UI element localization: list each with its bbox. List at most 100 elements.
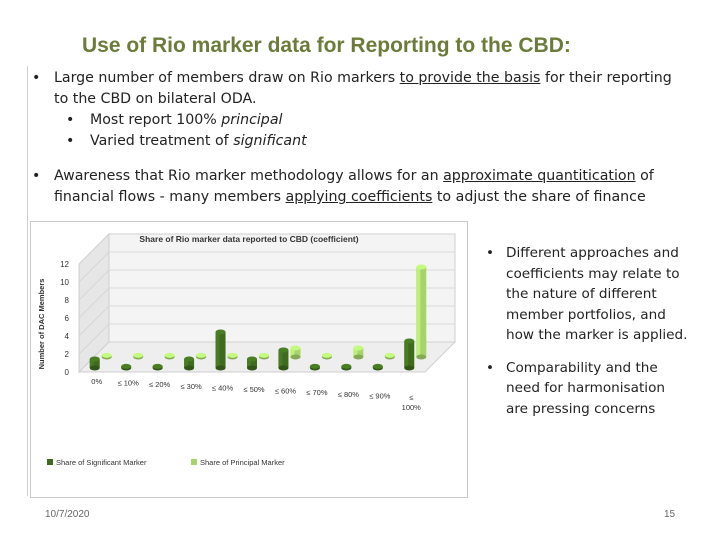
- chart-container: 0 2 4 6 8 10 12 Share of Rio marker data report…: [30, 221, 468, 498]
- bar-principal-highlight: [353, 348, 358, 357]
- bar-significant-base: [89, 365, 100, 371]
- bar-significant-highlight: [404, 341, 409, 368]
- bar-significant-body: [404, 341, 415, 368]
- legend-label-significant: Share of Significant Marker: [56, 458, 147, 467]
- sub-bullet-2-italic: significant: [233, 133, 307, 149]
- bar-significant-base: [247, 365, 257, 371]
- bar-principal-top: [164, 352, 175, 358]
- bar-principal-body: [416, 267, 427, 357]
- bar-chart: 0 2 4 6 8 10 12 Share of Rio marker data report…: [37, 232, 457, 467]
- gridline-side: [78, 305, 110, 337]
- side-bullets: • Different approaches and coefficients …: [486, 243, 691, 419]
- gridline-side: [78, 323, 110, 355]
- bar-principal-top: [227, 352, 238, 358]
- bar-significant-top: [372, 363, 383, 369]
- bar-significant-highlight: [278, 350, 283, 368]
- legend-swatch-principal: [191, 459, 197, 465]
- left-divider: [27, 66, 28, 496]
- gridline-side: [78, 269, 110, 301]
- bullet-dot: •: [486, 359, 495, 376]
- bullet-1-pre: Large number of members draw on Rio mark…: [54, 70, 400, 86]
- bar-principal-top: [101, 352, 112, 358]
- gridline-side: [78, 251, 110, 283]
- x-tick-label: ≤ 20%: [149, 380, 171, 389]
- sub-bullet-1-pre: Most report 100%: [90, 112, 222, 128]
- bar-principal-top: [384, 352, 395, 358]
- bar-principal-base: [353, 354, 364, 360]
- bullet-2-mid: of financial flows - many members: [54, 168, 654, 205]
- bar-significant-highlight: [215, 332, 220, 368]
- bullet-2-text: • Awareness that Rio marker methodology …: [32, 166, 682, 208]
- side-bullet-1-text: Different approaches and coefficients ma…: [506, 245, 688, 343]
- y-tick-label: 2: [65, 350, 70, 359]
- bar-principal-top: [196, 352, 207, 358]
- x-tick-label: ≤100%: [402, 393, 422, 412]
- bullet-dot: •: [66, 112, 75, 128]
- bar-significant-body: [89, 359, 100, 368]
- footer-date: 10/7/2020: [45, 509, 90, 520]
- side-bullet-1: • Different approaches and coefficients …: [486, 243, 691, 346]
- bar-principal-top: [133, 352, 144, 358]
- bar-significant-body: [278, 350, 289, 368]
- bar-principal-highlight: [290, 348, 295, 357]
- bar-significant-top: [278, 347, 289, 353]
- bullet-2: • Awareness that Rio marker methodology …: [32, 166, 682, 208]
- x-tick-label: ≤ 50%: [243, 385, 265, 394]
- bar-significant-top: [121, 363, 132, 369]
- bullet-2-underlined-1: approximate quantitication: [443, 168, 636, 184]
- page-number: 15: [664, 509, 676, 520]
- legend-swatch-significant: [47, 459, 53, 465]
- bar-significant-top: [184, 356, 195, 362]
- bullet-2-pre: Awareness that Rio marker methodology al…: [54, 168, 444, 184]
- side-bullet-2-text: Comparability and the need for harmonisa…: [506, 359, 666, 417]
- x-tick-label: ≤ 80%: [338, 390, 360, 399]
- bar-significant-body: [184, 359, 195, 368]
- bullet-1-text: • Large number of members draw on Rio ma…: [32, 68, 682, 110]
- y-tick-label: 4: [65, 332, 70, 341]
- x-tick-label: ≤ 60%: [275, 387, 297, 396]
- bullet-dot: •: [32, 70, 41, 86]
- bar-significant-top: [247, 356, 257, 362]
- side-bullet-2: • Comparability and the need for harmoni…: [486, 358, 691, 420]
- y-tick-label: 6: [65, 314, 70, 323]
- bar-principal-highlight: [416, 267, 421, 357]
- bar-significant-top: [309, 363, 320, 369]
- gridline-side: [78, 233, 110, 265]
- sub-bullet-2: • Varied treatment of significant: [32, 131, 682, 152]
- bullet-2-underlined-2: applying coefficients: [285, 189, 433, 205]
- bar-principal-body: [353, 348, 364, 357]
- bar-significant-highlight: [247, 359, 251, 368]
- bar-significant-base: [215, 365, 226, 371]
- bar-significant-base: [184, 365, 195, 371]
- bullet-2-post: to adjust the share of finance: [432, 189, 646, 205]
- x-tick-label: ≤ 40%: [212, 383, 234, 392]
- y-tick-label: 10: [60, 278, 69, 287]
- bar-principal-body: [290, 348, 301, 357]
- bullet-1: • Large number of members draw on Rio ma…: [32, 68, 682, 152]
- bar-significant-top: [89, 356, 100, 362]
- bar-principal-top: [290, 345, 301, 351]
- bar-significant-top: [404, 338, 415, 344]
- gridline-side: [78, 287, 110, 319]
- bar-principal-top: [353, 345, 364, 351]
- y-tick-label: 8: [65, 296, 70, 305]
- bar-principal-base: [290, 354, 301, 360]
- slide-title: Use of Rio marker data for Reporting to …: [82, 34, 571, 57]
- sub-bullet-1-italic: principal: [221, 112, 283, 128]
- bar-significant-top: [341, 363, 352, 369]
- bar-significant-body: [215, 332, 226, 368]
- x-tick-label: ≤ 90%: [369, 391, 391, 400]
- bullet-dot: •: [32, 168, 41, 184]
- bullet-1-post: for their reporting to the CBD on bilate…: [54, 70, 672, 107]
- bullet-1-underlined: to provide the basis: [399, 70, 541, 86]
- bar-principal-top: [321, 352, 332, 358]
- x-tick-label: 0%: [91, 377, 102, 386]
- bar-significant-top: [215, 329, 226, 335]
- bar-significant-body: [247, 359, 257, 368]
- y-axis-label: Number of DAC Members: [37, 279, 46, 370]
- bullet-dot: •: [486, 245, 495, 261]
- sub-bullet-1: • Most report 100% principal: [32, 110, 682, 131]
- bar-significant-highlight: [184, 359, 189, 368]
- bar-significant-top: [152, 363, 163, 369]
- bar-principal-base: [416, 354, 427, 360]
